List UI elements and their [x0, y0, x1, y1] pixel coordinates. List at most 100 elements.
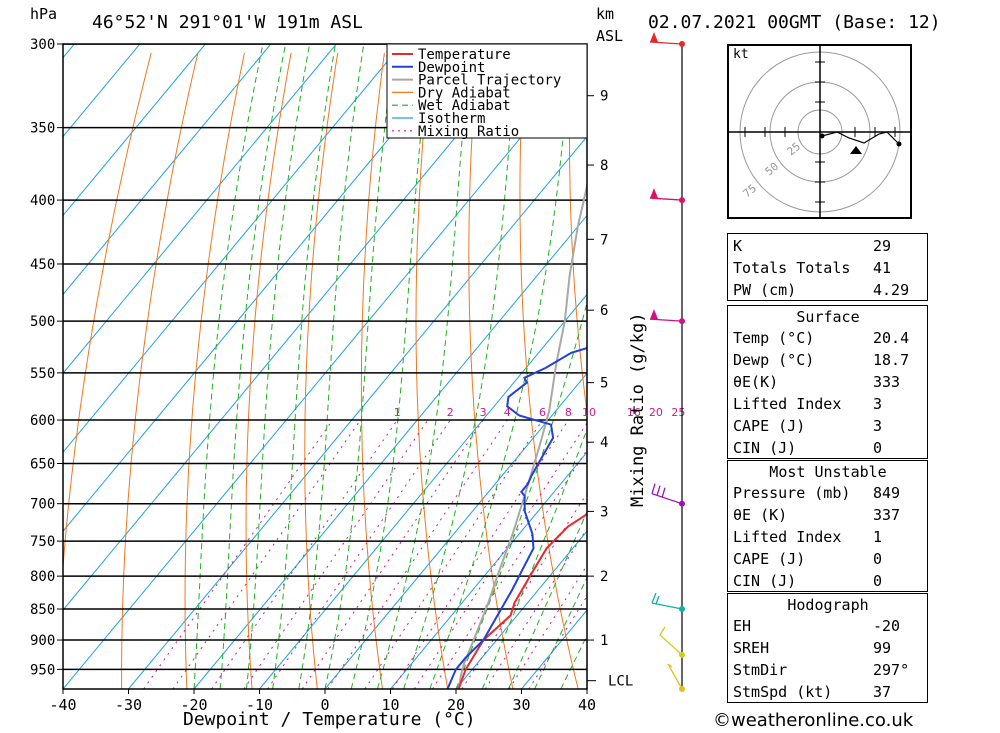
surface-title: Surface: [796, 308, 860, 326]
wet-adiabat-line: [481, 428, 587, 689]
isotherm-line: [390, 451, 587, 689]
mixing-ratio-line: [364, 419, 543, 689]
hodo-eh-row: EH -20: [733, 617, 901, 635]
km-tick-label: 6: [600, 303, 608, 319]
pressure-tick-label: 500: [30, 314, 55, 330]
dewpoint-line: [446, 347, 587, 689]
legend-label: Dry Adiabat: [418, 85, 511, 101]
mixing-ratio-line: [301, 419, 484, 689]
storm-motion-marker: [850, 146, 862, 154]
isotherm-line: [63, 44, 272, 296]
x-tick-label: 30: [512, 696, 530, 714]
legend-label: Dewpoint: [418, 60, 485, 76]
dry-adiabat-line: [568, 52, 587, 417]
isotherm-line: [63, 44, 141, 138]
mixing-ratio-label: 8: [565, 406, 572, 419]
copyright-footer[interactable]: ©weatheronline.co.uk: [713, 710, 914, 731]
dry-adiabat-line: [360, 52, 385, 689]
hodograph-plot: 25 50 75: [729, 46, 910, 217]
pressure-tick-label: 350: [30, 121, 55, 137]
isotherm-line: [63, 44, 468, 532]
dry-adiabat-line: [415, 52, 449, 689]
mu-thetae-row: θE (K) 337: [733, 506, 901, 524]
mu-pressure-row: Pressure (mb) 849: [733, 484, 901, 502]
wet-adiabat-line: [507, 510, 587, 689]
wet-adiabat-line: [245, 44, 311, 689]
pressure-tick-label: 550: [30, 366, 55, 382]
mixing-ratio-label: 4: [504, 406, 511, 419]
indices-table: K 29 Totals Totals 41 PW (cm) 4.29: [727, 233, 928, 301]
isotherm-line: [63, 44, 206, 217]
dry-adiabat-line: [468, 52, 514, 689]
x-tick-label: 40: [578, 696, 596, 714]
isotherm-line: [259, 293, 587, 689]
most-unstable-title: Most Unstable: [769, 463, 887, 481]
isotherm-line: [324, 372, 587, 689]
dry-adiabat-line: [121, 52, 199, 689]
isotherm-line: [63, 44, 337, 375]
wind-barb-flag: [650, 188, 658, 199]
wind-barb: [649, 197, 683, 201]
mu-cape-row: CAPE (J) 0: [733, 550, 883, 568]
pressure-tick-label: 850: [30, 602, 55, 618]
most-unstable-table: Most Unstable Pressure (mb) 849 θE (K) 337…: [727, 460, 928, 592]
height-unit-label: km: [596, 5, 615, 23]
wet-adiabat-line: [429, 44, 573, 689]
location-title: 46°52'N 291°01'W 191m ASL: [92, 12, 363, 33]
wet-adiabat-line: [376, 44, 472, 689]
hodograph-trace: [821, 131, 900, 145]
pressure-unit-label: hPa: [30, 5, 58, 23]
mixing-ratio-line: [172, 419, 361, 689]
isotherm-line: [63, 44, 403, 454]
wind-barb: [651, 592, 683, 610]
surface-cape-row: CAPE (J) 3: [733, 417, 883, 435]
mixing-ratio-line: [267, 419, 451, 689]
hodograph-unit: kt: [733, 47, 749, 62]
wet-adiabat-line: [219, 44, 287, 689]
km-tick-label: 8: [600, 158, 608, 174]
hodograph-ring-label: 50: [763, 160, 782, 178]
mixing-ratio-label: 16: [627, 406, 641, 419]
x-axis-title: Dewpoint / Temperature (°C): [183, 709, 476, 730]
mixing-ratio-label: 2: [447, 406, 454, 419]
surface-cin-row: CIN (J) 0: [733, 439, 883, 457]
dry-adiabat-line: [944, 53, 1000, 689]
legend-label: Parcel Trajectory: [418, 73, 561, 89]
wind-barb: [659, 626, 683, 656]
wind-barb: [649, 41, 683, 45]
surface-thetae-row: θE(K) 333: [733, 373, 901, 391]
mu-li-row: Lifted Index 1: [733, 528, 883, 546]
dry-adiabat-line: [991, 53, 1000, 689]
mixing-ratio-label: 6: [539, 406, 546, 419]
mixing-ratio-line: [528, 595, 587, 689]
x-tick-label: -20: [180, 696, 207, 714]
isotherm-line: [0, 44, 9, 689]
wet-adiabat-line: [403, 44, 519, 689]
surface-table: Surface Temp (°C) 20.4 Dewp (°C) 18.7 θE(K…: [727, 305, 928, 459]
hodograph-panel: kt 25 50 75: [727, 44, 912, 219]
mixing-ratio-axis-title: Mixing Ratio (g/kg): [628, 312, 648, 507]
hodograph-ring-label: 75: [741, 182, 760, 200]
wet-adiabat-line: [193, 44, 264, 689]
surface-dewp-row: Dewp (°C) 18.7: [733, 351, 910, 369]
dry-adiabat-line: [184, 52, 245, 689]
dry-adiabat-line: [304, 52, 339, 689]
wet-adiabat-line: [455, 300, 587, 689]
km-tick-label: 4: [600, 435, 608, 451]
isotherm-line: [193, 214, 587, 689]
mixing-ratio-label: 3: [480, 406, 487, 419]
mixing-ratio-line: [143, 419, 333, 689]
isotherm-line: [63, 44, 534, 611]
wet-adiabat-line: [350, 44, 431, 689]
wet-adiabat-line: [534, 576, 587, 689]
km-tick-label: 2: [600, 569, 608, 585]
hodo-stmspd-row: StmSpd (kt) 37: [733, 683, 892, 701]
mixing-ratio-line: [413, 422, 587, 689]
wet-adiabat-line: [324, 44, 396, 689]
dry-adiabat-line: [63, 52, 152, 573]
pressure-tick-label: 750: [30, 534, 55, 550]
km-tick-label: 5: [600, 376, 608, 392]
wind-barb: [649, 318, 683, 322]
mixing-ratio-label: 1: [394, 406, 401, 419]
